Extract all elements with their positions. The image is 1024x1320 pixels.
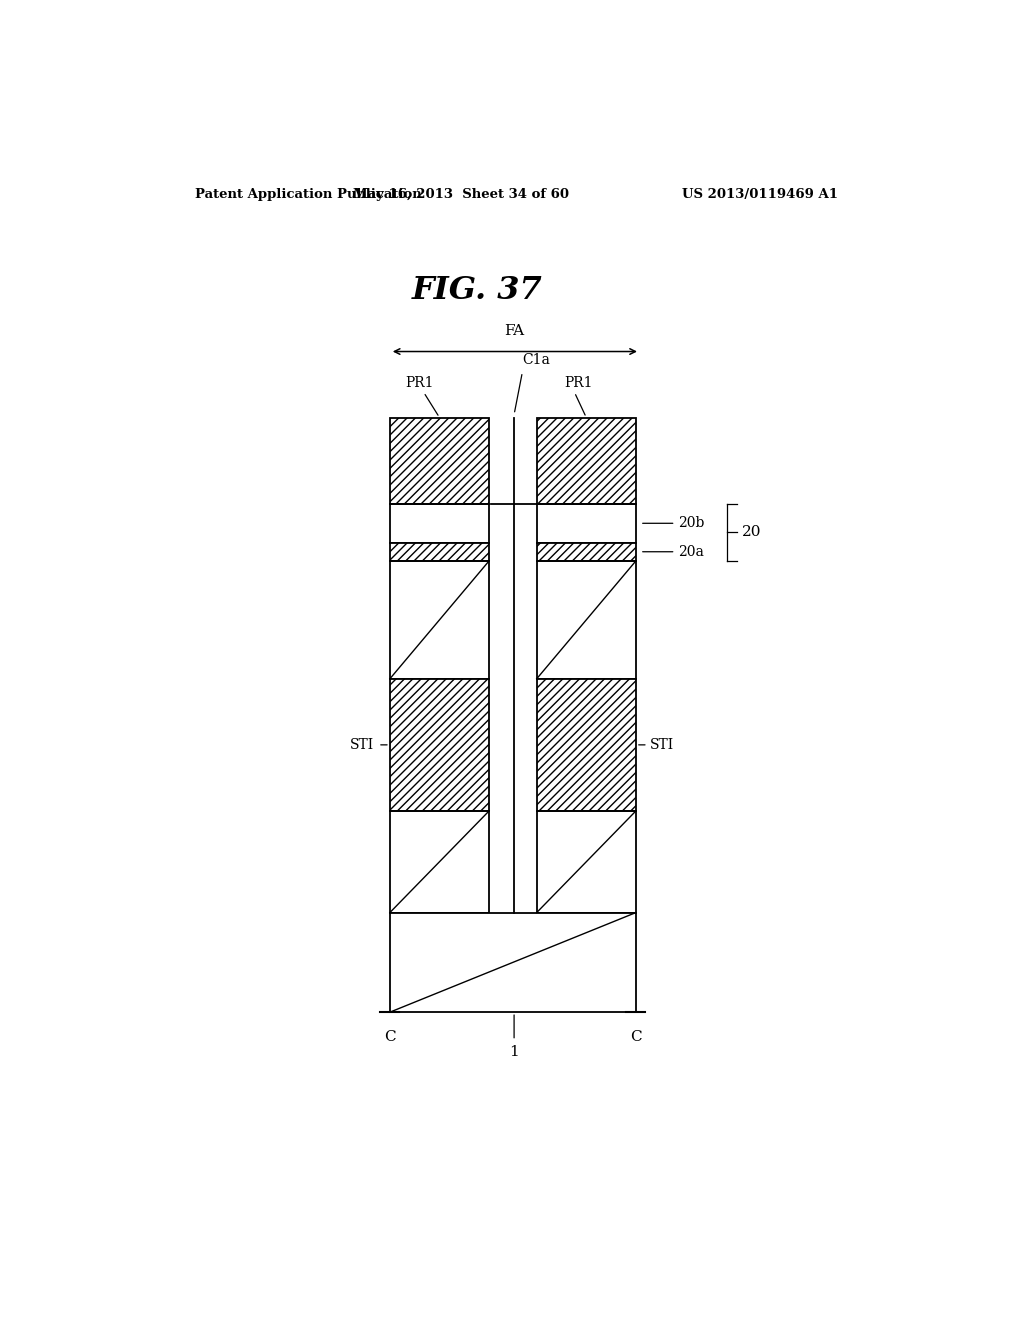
Bar [390,912,636,1012]
Bar [390,504,489,543]
Text: C: C [630,1031,642,1044]
Bar [390,543,489,561]
Text: 20a: 20a [678,545,703,558]
Bar [537,417,636,504]
Bar [537,504,636,543]
Text: PR1: PR1 [564,376,593,391]
Bar [537,678,636,810]
Bar [390,417,489,504]
Text: US 2013/0119469 A1: US 2013/0119469 A1 [682,189,839,202]
Text: C1a: C1a [522,352,550,367]
Bar [537,561,636,678]
Bar [390,543,489,561]
Bar [390,543,489,561]
Bar [390,417,489,504]
Bar [537,543,636,561]
Bar [390,678,489,810]
Text: C: C [384,1031,395,1044]
Bar [390,561,489,678]
Text: PR1: PR1 [406,376,434,391]
Bar [390,810,489,912]
Bar [390,678,489,810]
Bar [537,678,636,810]
Bar [537,543,636,561]
Text: FA: FA [505,325,524,338]
Text: 20: 20 [741,525,761,540]
Bar [390,417,489,504]
Bar [537,543,636,561]
Bar [537,417,636,504]
Text: May 16, 2013  Sheet 34 of 60: May 16, 2013 Sheet 34 of 60 [353,189,569,202]
Text: STI: STI [350,738,374,752]
Text: Patent Application Publication: Patent Application Publication [196,189,422,202]
Text: 1: 1 [509,1044,519,1059]
Text: 20b: 20b [678,516,705,531]
Bar [390,678,489,810]
Text: STI: STI [650,738,675,752]
Text: FIG. 37: FIG. 37 [412,275,543,306]
Bar [537,678,636,810]
Bar [537,417,636,504]
Bar [537,810,636,912]
